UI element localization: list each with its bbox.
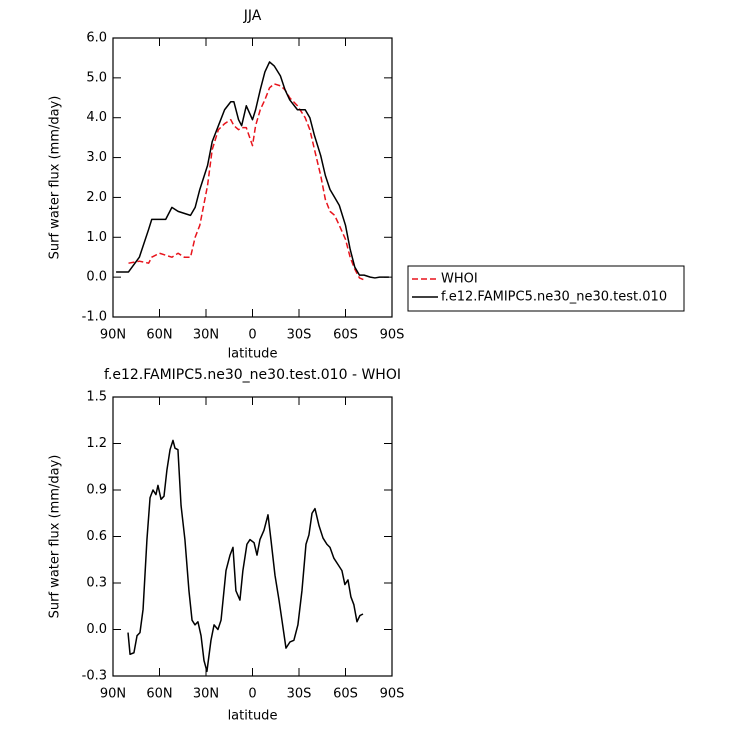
x-tick-label: 30N xyxy=(193,687,219,702)
y-tick-label: 0.6 xyxy=(86,529,107,544)
x-tick-label: 30N xyxy=(193,328,219,343)
x-tick-label: 90N xyxy=(100,328,126,343)
x-tick-label: 60S xyxy=(333,328,358,343)
x-axis-label: latitude xyxy=(228,709,278,724)
y-axis-label: Surf water flux (mm/day) xyxy=(48,96,63,260)
y-tick-label: 3.0 xyxy=(86,150,107,165)
y-tick-label: 0.9 xyxy=(86,483,107,498)
x-tick-label: 30S xyxy=(287,328,312,343)
y-tick-label: 0.0 xyxy=(86,622,107,637)
y-tick-label: 1.2 xyxy=(86,436,107,451)
x-tick-label: 0 xyxy=(248,328,256,343)
x-axis-label: latitude xyxy=(228,347,278,362)
legend-box xyxy=(407,265,685,312)
x-tick-label: 0 xyxy=(248,687,256,702)
data-line xyxy=(127,439,364,673)
x-tick-label: 90N xyxy=(100,687,126,702)
plot-frame xyxy=(112,37,393,318)
x-tick-label: 90S xyxy=(380,328,405,343)
y-tick-label: 4.0 xyxy=(86,110,107,125)
plot-frame xyxy=(112,396,393,677)
y-tick-label: 2.0 xyxy=(86,190,107,205)
y-tick-label: -0.3 xyxy=(82,669,107,684)
y-tick-label: 0.0 xyxy=(86,270,107,285)
y-tick-label: 0.3 xyxy=(86,576,107,591)
x-tick-label: 60S xyxy=(333,687,358,702)
chart-title: f.e12.FAMIPC5.ne30_ne30.test.010 - WHOI xyxy=(104,367,401,383)
legend-label: WHOI xyxy=(441,272,478,287)
x-tick-label: 90S xyxy=(380,687,405,702)
x-tick-label: 60N xyxy=(146,328,172,343)
chart-title: JJA xyxy=(243,8,262,24)
x-tick-label: 30S xyxy=(287,687,312,702)
y-tick-label: 1.5 xyxy=(86,390,107,405)
y-axis-label: Surf water flux (mm/day) xyxy=(48,455,63,619)
y-tick-label: 1.0 xyxy=(86,230,107,245)
legend-label: f.e12.FAMIPC5.ne30_ne30.test.010 xyxy=(441,290,667,305)
x-tick-label: 60N xyxy=(146,687,172,702)
data-line xyxy=(128,83,365,281)
y-tick-label: 6.0 xyxy=(86,31,107,46)
data-line xyxy=(116,61,389,279)
y-tick-label: -1.0 xyxy=(82,310,107,325)
y-tick-label: 5.0 xyxy=(86,70,107,85)
